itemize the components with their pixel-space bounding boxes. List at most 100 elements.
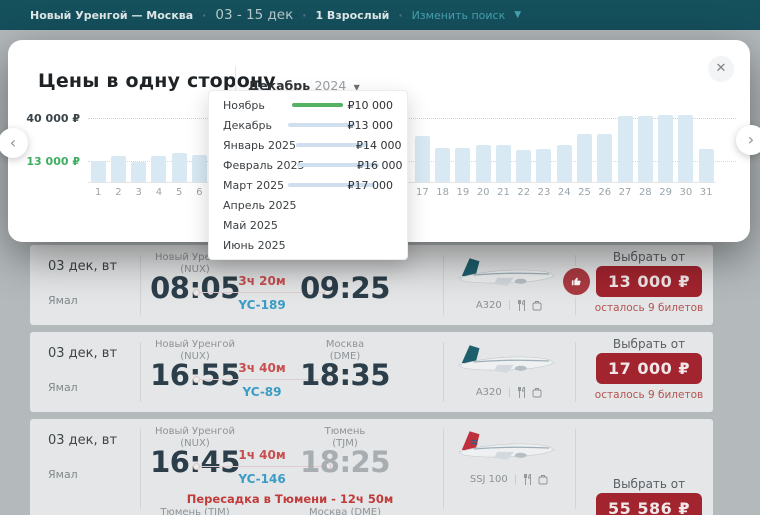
month-selector[interactable]: Декабрь 2024 ▼ <box>248 78 360 93</box>
price-bar-day-2[interactable] <box>108 110 128 182</box>
day-tick: 4 <box>155 187 163 198</box>
price-bar-day-21[interactable] <box>493 110 513 182</box>
chevron-down-icon: ▼ <box>514 10 522 20</box>
gridline-40000 <box>88 118 736 119</box>
price-bar-day-17[interactable] <box>412 110 432 182</box>
price-bar-day-31[interactable] <box>696 110 716 182</box>
divider <box>443 255 444 315</box>
flight-date: 03 дек, вт <box>48 346 118 361</box>
month-price: ₽13 000 <box>347 118 394 132</box>
close-icon[interactable]: ✕ <box>708 56 734 82</box>
month-price-bar <box>287 183 375 187</box>
price-bar-day-25[interactable] <box>574 110 594 182</box>
thumbs-up-badge <box>563 268 590 295</box>
arrival-time: 09:25 <box>300 271 390 305</box>
next-month-arrow[interactable]: › <box>736 125 760 155</box>
aircraft-type: SSJ 100 <box>469 474 508 485</box>
month-menu-item[interactable]: Ноябрь ₽10 000 <box>209 95 407 115</box>
day-tick: 27 <box>618 187 632 198</box>
month-label: Февраль 2025 <box>223 158 305 172</box>
arrival-airport: Москва (DME) <box>325 339 365 362</box>
divider <box>235 66 236 98</box>
price-panel: Выбрать от 13 000 ₽ осталось 9 билетов <box>585 245 713 325</box>
month-label: Декабрь <box>223 118 272 132</box>
separator-dot: · <box>202 8 207 22</box>
flight-card[interactable]: 03 дек, вт Ямал Новый Уренгой (NUX) 16:45… <box>30 419 713 515</box>
day-tick: 23 <box>537 187 551 198</box>
price-button[interactable]: 55 586 ₽ <box>596 493 702 515</box>
month-label: Май 2025 <box>223 218 278 232</box>
flight-number: YC-189 <box>238 298 286 312</box>
day-tick: 1 <box>94 187 102 198</box>
price-bar-day-28[interactable] <box>635 110 655 182</box>
day-tick: 29 <box>659 187 672 198</box>
price-bar-day-5[interactable] <box>169 110 189 182</box>
flight-card[interactable]: 03 дек, вт Ямал Новый Уренгой (NUX) 16:55… <box>30 332 713 412</box>
route-line <box>193 289 331 296</box>
day-tick: 18 <box>436 187 450 198</box>
month-menu-item[interactable]: Июнь 2025 <box>209 235 407 255</box>
edit-search-link[interactable]: Изменить поиск <box>411 8 506 22</box>
arrival-airport: Тюмень (TJM) <box>324 426 366 449</box>
separator-dot: · <box>398 8 403 22</box>
segment2-departure-airport: Тюмень (TJM) <box>160 507 230 515</box>
price-panel: Выбрать от 17 000 ₽ осталось 9 билетов <box>585 332 713 412</box>
price-bar-day-6[interactable] <box>189 110 209 182</box>
meal-icon <box>523 474 532 485</box>
month-menu-item[interactable]: Апрель 2025 <box>209 195 407 215</box>
month-price: ₽14 000 <box>356 138 402 152</box>
departure-time: 16:55 <box>150 358 240 392</box>
price-button[interactable]: 17 000 ₽ <box>596 353 702 384</box>
departure-airport: Новый Уренгой (NUX) <box>154 339 236 362</box>
price-bar-day-30[interactable] <box>676 110 696 182</box>
prev-month-arrow[interactable]: ‹ <box>0 128 28 158</box>
price-bar-day-1[interactable] <box>88 110 108 182</box>
price-bar-day-29[interactable] <box>655 110 675 182</box>
price-bar-day-19[interactable] <box>453 110 473 182</box>
day-tick: 20 <box>476 187 490 198</box>
divider: | <box>507 300 512 311</box>
price-bar-day-18[interactable] <box>433 110 453 182</box>
divider: | <box>507 387 512 398</box>
segment2-arrival-airport: Москва (DME) <box>309 507 381 515</box>
search-summary-bar: Новый Уренгой — Москва · 03 - 15 дек · 1… <box>0 0 760 30</box>
y-axis-label-13000: 13 000 ₽ <box>26 155 80 168</box>
baggage-icon <box>538 474 548 485</box>
price-bar-day-24[interactable] <box>554 110 574 182</box>
day-tick: 6 <box>196 187 203 198</box>
price-bar-day-22[interactable] <box>514 110 534 182</box>
divider <box>140 255 141 315</box>
day-tick: 31 <box>699 187 713 198</box>
dates-summary: 03 - 15 дек <box>215 7 294 23</box>
price-bar-day-23[interactable] <box>534 110 554 182</box>
arrival-time: 18:35 <box>300 358 390 392</box>
month-dropdown-menu: Ноябрь ₽10 000 Декабрь ₽13 000 Январь 2025 ₽1… <box>208 90 408 260</box>
month-menu-item[interactable]: Март 2025 ₽17 000 <box>209 175 407 195</box>
month-price-bar-selected <box>291 103 343 107</box>
departure-time: 16:45 <box>150 445 240 479</box>
airline-name: Ямал <box>48 468 78 481</box>
aircraft-type: A320 <box>475 300 502 311</box>
flight-results-list: 03 дек, вт Ямал Новый Уренгой (NUX) 08:05… <box>30 245 713 515</box>
month-menu-item[interactable]: Декабрь ₽13 000 <box>209 115 407 135</box>
price-bar-day-3[interactable] <box>129 110 149 182</box>
price-bar-day-26[interactable] <box>595 110 615 182</box>
flight-duration: 1ч 40м <box>238 448 286 462</box>
price-bar-day-27[interactable] <box>615 110 635 182</box>
flight-number: YC-146 <box>238 472 286 486</box>
month-menu-item[interactable]: Январь 2025 ₽14 000 <box>209 135 407 155</box>
month-menu-item[interactable]: Май 2025 <box>209 215 407 235</box>
price-bar-day-20[interactable] <box>473 110 493 182</box>
gridline-13000 <box>88 161 736 162</box>
arrival-time: 18:25 <box>300 445 390 479</box>
month-menu-item[interactable]: Февраль 2025 ₽16 000 <box>209 155 407 175</box>
flight-duration: 3ч 20м <box>238 274 286 288</box>
price-bar-day-4[interactable] <box>149 110 169 182</box>
day-tick: 24 <box>557 187 571 198</box>
month-label: Ноябрь <box>223 98 265 112</box>
baggage-icon <box>532 300 542 311</box>
price-button[interactable]: 13 000 ₽ <box>596 266 702 297</box>
chevron-down-icon: ▼ <box>353 83 360 92</box>
day-tick: 19 <box>456 187 470 198</box>
flight-date: 03 дек, вт <box>48 259 118 274</box>
